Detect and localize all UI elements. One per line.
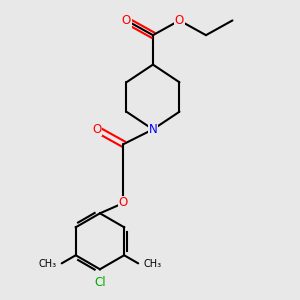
Text: Cl: Cl [94, 276, 106, 289]
Text: N: N [148, 123, 157, 136]
Text: O: O [175, 14, 184, 27]
Text: O: O [119, 196, 128, 209]
Text: CH₃: CH₃ [143, 259, 162, 269]
Text: O: O [122, 14, 131, 27]
Text: CH₃: CH₃ [38, 259, 56, 269]
Text: O: O [92, 123, 102, 136]
